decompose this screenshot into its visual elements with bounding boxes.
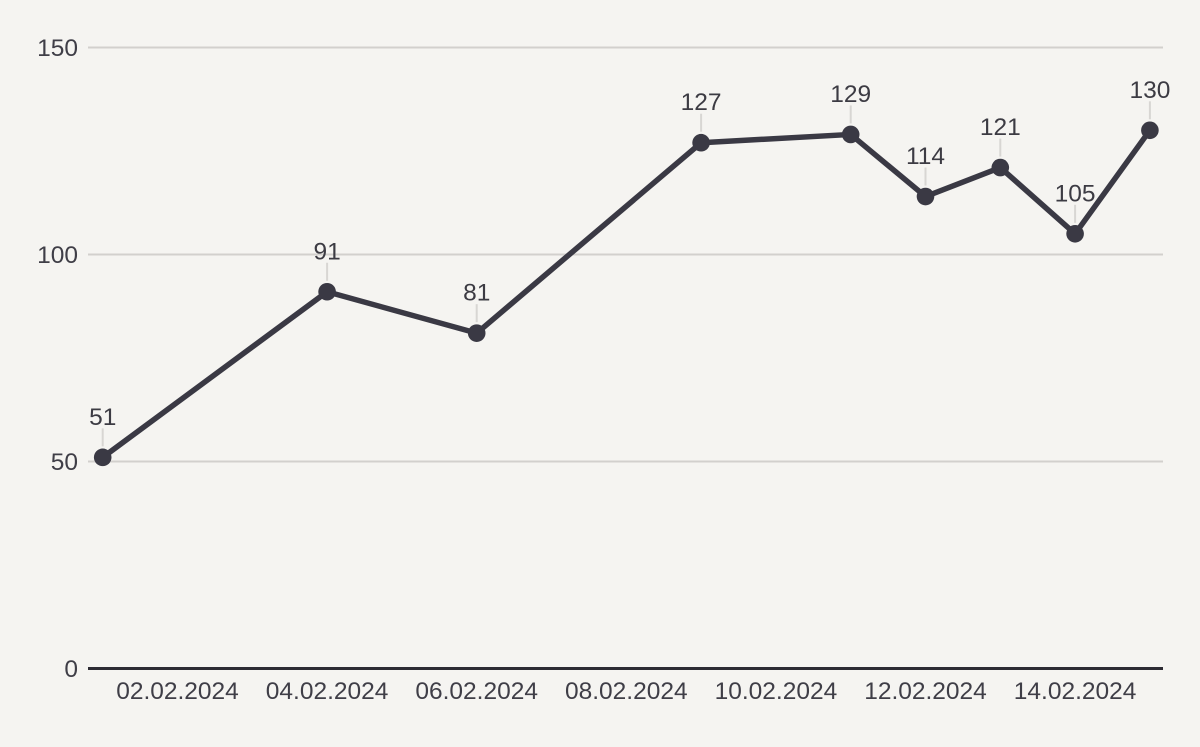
x-tick-label: 12.02.2024 [864, 678, 987, 705]
data-point[interactable] [93, 448, 112, 467]
data-point[interactable] [916, 187, 935, 206]
data-point-label: 91 [313, 238, 340, 265]
data-point[interactable] [1141, 121, 1159, 140]
data-point[interactable] [841, 125, 860, 144]
x-tick-label: 08.02.2024 [565, 678, 688, 705]
y-tick-label: 100 [37, 242, 78, 269]
x-tick-label: 02.02.2024 [116, 678, 239, 705]
data-point[interactable] [318, 282, 336, 301]
x-tick-label: 06.02.2024 [415, 678, 538, 705]
data-point[interactable] [991, 158, 1010, 177]
data-point-label: 121 [980, 114, 1021, 141]
data-point-label: 114 [906, 143, 945, 170]
y-tick-label: 150 [37, 35, 78, 62]
data-point[interactable] [467, 324, 486, 342]
data-point-label: 105 [1055, 180, 1096, 207]
x-tick-label: 10.02.2024 [715, 678, 838, 705]
y-tick-label: 0 [64, 656, 78, 683]
x-tick-label: 14.02.2024 [1014, 678, 1137, 705]
x-tick-label: 04.02.2024 [266, 678, 389, 705]
data-point[interactable] [692, 133, 710, 152]
data-point[interactable] [1066, 225, 1084, 243]
data-point-label: 81 [463, 280, 490, 307]
data-point-label: 130 [1129, 77, 1170, 104]
data-point-label: 127 [681, 89, 722, 116]
data-point-label: 51 [89, 404, 116, 431]
y-tick-label: 50 [51, 449, 78, 476]
data-point-label: 129 [830, 81, 871, 108]
